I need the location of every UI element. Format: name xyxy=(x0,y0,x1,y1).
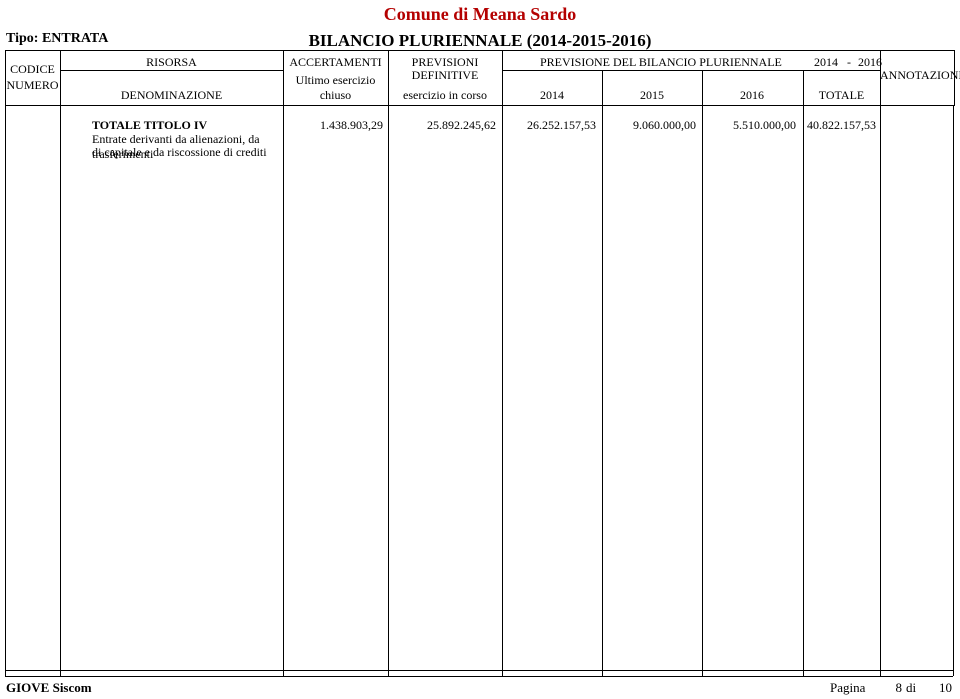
col-numero: NUMERO xyxy=(5,78,60,93)
col-2015: 2015 xyxy=(602,88,702,103)
page: Comune di Meana Sardo BILANCIO PLURIENNA… xyxy=(0,0,960,699)
col-definitive: DEFINITIVE xyxy=(388,68,502,83)
footer-di: di xyxy=(906,680,916,696)
col-esercizio-corso: esercizio in corso xyxy=(388,88,502,103)
header-split xyxy=(502,70,880,71)
body-sep xyxy=(502,105,503,676)
body-sep xyxy=(880,105,881,676)
footer-app: GIOVE Siscom xyxy=(6,680,92,696)
header-bottom-rule xyxy=(5,105,953,106)
col-2016: 2016 xyxy=(702,88,802,103)
footer-page: 8 xyxy=(882,680,902,696)
body-sep xyxy=(602,105,603,676)
totale-titolo-desc2: di capitale e da riscossione di crediti xyxy=(92,145,282,160)
col-previsione-span: PREVISIONE DEL BILANCIO PLURIENNALE xyxy=(540,55,782,70)
footer-total: 10 xyxy=(928,680,952,696)
tipo-label-text: Tipo: xyxy=(6,31,38,46)
body-sep xyxy=(388,105,389,676)
col-dash: - xyxy=(847,55,851,70)
col-annotazioni: ANNOTAZIONI xyxy=(880,68,953,83)
col-chiuso: chiuso xyxy=(283,88,388,103)
col-accertamenti: ACCERTAMENTI xyxy=(283,55,388,70)
val-totale: 40.822.157,53 xyxy=(800,118,876,133)
body-sep xyxy=(5,105,6,676)
col-totale: TOTALE xyxy=(803,88,880,103)
body-sep xyxy=(953,105,954,676)
val-in-corso: 25.892.245,62 xyxy=(388,118,496,133)
tipo-label: Tipo: ENTRATA xyxy=(6,31,108,47)
col-codice: CODICE xyxy=(5,62,60,77)
body-sep xyxy=(803,105,804,676)
col-2014: 2014 xyxy=(502,88,602,103)
tipo-value: ENTRATA xyxy=(42,31,108,46)
footer-rule xyxy=(5,670,953,671)
municipality-title: Comune di Meana Sardo xyxy=(0,4,960,25)
footer-rule xyxy=(5,676,953,677)
col-ult-esercizio: Ultimo esercizio xyxy=(283,73,388,88)
body-sep xyxy=(60,105,61,676)
col-denominazione: DENOMINAZIONE xyxy=(60,88,283,103)
col-year-from: 2014 xyxy=(814,55,838,70)
val-2016: 5.510.000,00 xyxy=(702,118,796,133)
totale-titolo-label: TOTALE TITOLO IV xyxy=(92,118,207,133)
header-split xyxy=(60,70,283,71)
col-year-to: 2016 xyxy=(858,55,882,70)
col-risorsa: RISORSA xyxy=(60,55,283,70)
val-2015: 9.060.000,00 xyxy=(602,118,696,133)
val-2014: 26.252.157,53 xyxy=(502,118,596,133)
report-subtitle: BILANCIO PLURIENNALE (2014-2015-2016) xyxy=(0,31,960,51)
footer-pagina: Pagina xyxy=(830,680,865,696)
body-sep xyxy=(702,105,703,676)
body-sep xyxy=(283,105,284,676)
val-chiuso: 1.438.903,29 xyxy=(283,118,383,133)
